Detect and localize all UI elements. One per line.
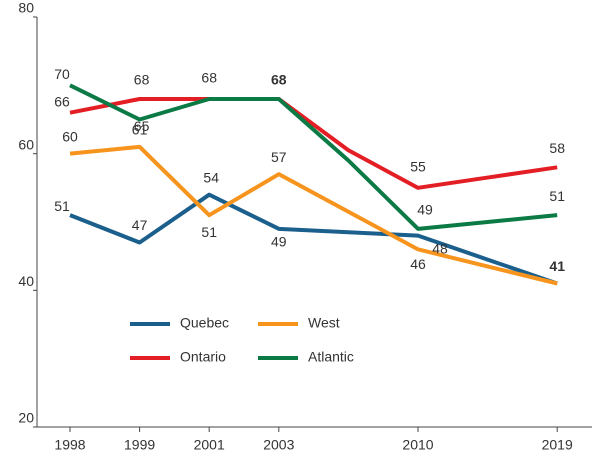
data-label: 57 [271, 149, 287, 165]
y-tick-label: 20 [18, 410, 34, 426]
y-tick-label: 60 [18, 136, 34, 152]
data-label: 54 [203, 169, 219, 185]
data-label: 49 [271, 234, 287, 250]
data-label: 48 [432, 240, 448, 256]
line-series [69, 144, 558, 286]
line-series [69, 83, 558, 231]
x-tick-label: 2001 [194, 437, 225, 453]
data-label: 68 [201, 70, 217, 86]
y-tick-label: 40 [18, 273, 34, 289]
legend-label: Quebec [180, 315, 229, 331]
line-series [69, 97, 558, 190]
line-series [69, 192, 558, 286]
data-label: 70 [54, 66, 70, 82]
data-label: 51 [549, 188, 565, 204]
data-label: 66 [54, 93, 70, 109]
data-label: 61 [132, 122, 148, 138]
legend-label: West [308, 315, 340, 331]
x-tick-label: 2003 [263, 437, 294, 453]
data-label: 65 [134, 118, 150, 134]
x-tick-label: 1998 [54, 437, 85, 453]
legend-label: Ontario [180, 349, 226, 365]
x-tick-label: 2019 [542, 437, 573, 453]
data-label: 58 [549, 140, 565, 156]
y-tick-label: 80 [18, 0, 34, 16]
data-label: 47 [132, 217, 148, 233]
x-tick-label: 2010 [402, 437, 433, 453]
data-label: 68 [134, 72, 150, 88]
data-label: 51 [54, 198, 70, 214]
data-label: 46 [410, 256, 426, 272]
data-label: 49 [417, 202, 433, 218]
data-label: 41 [549, 258, 565, 274]
data-label: 51 [201, 224, 217, 240]
data-label: 60 [62, 128, 78, 144]
data-label: 55 [410, 159, 426, 175]
data-label: 68 [271, 72, 287, 88]
x-tick-label: 1999 [124, 437, 155, 453]
legend-label: Atlantic [308, 349, 354, 365]
